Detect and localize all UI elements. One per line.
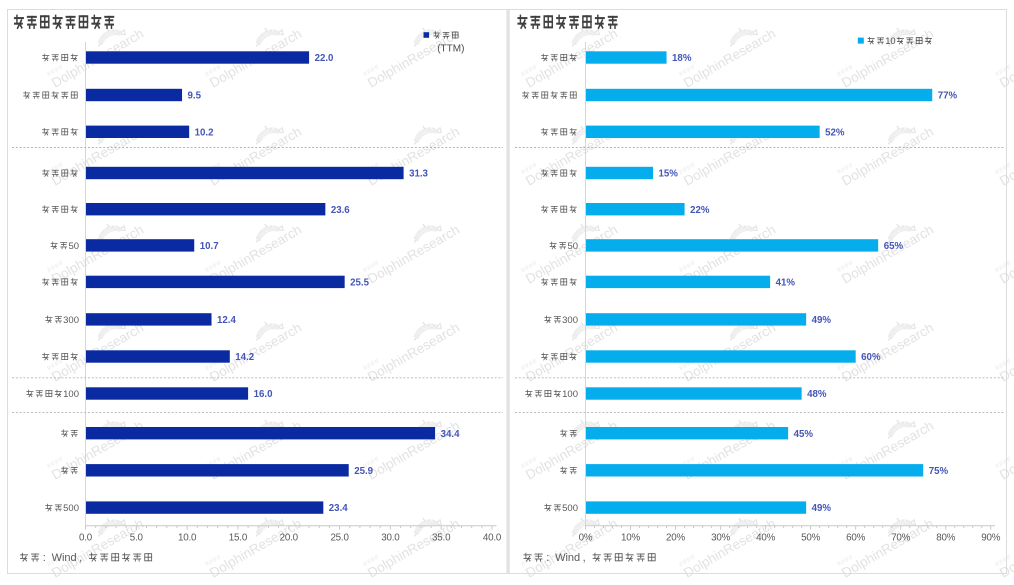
- svg-text:30.0: 30.0: [381, 533, 400, 544]
- svg-text::: :: [546, 552, 549, 564]
- svg-text:80%: 80%: [936, 533, 955, 544]
- svg-text:10: 10: [885, 35, 895, 46]
- svg-text:75%: 75%: [929, 466, 949, 477]
- svg-text:50: 50: [567, 241, 578, 252]
- svg-text:52%: 52%: [825, 127, 845, 138]
- svg-text:40.0: 40.0: [483, 533, 502, 544]
- svg-text:0%: 0%: [579, 533, 593, 544]
- svg-text:50: 50: [68, 241, 79, 252]
- svg-text:22.0: 22.0: [315, 53, 334, 64]
- svg-text:500: 500: [562, 503, 578, 514]
- svg-text:0.0: 0.0: [79, 533, 93, 544]
- svg-text:10.7: 10.7: [200, 241, 219, 252]
- svg-text:90%: 90%: [981, 533, 1000, 544]
- svg-text:25.5: 25.5: [350, 278, 369, 289]
- svg-text:35.0: 35.0: [432, 533, 451, 544]
- svg-text:9.5: 9.5: [188, 91, 202, 102]
- svg-text:23.4: 23.4: [329, 503, 348, 514]
- svg-text:15.0: 15.0: [229, 533, 248, 544]
- svg-text:77%: 77%: [938, 91, 958, 102]
- svg-text:,: ,: [583, 552, 586, 564]
- svg-text:12.4: 12.4: [217, 315, 236, 326]
- svg-text:30%: 30%: [711, 533, 730, 544]
- svg-text:20.0: 20.0: [280, 533, 299, 544]
- svg-text:100: 100: [562, 389, 578, 400]
- svg-text:14.2: 14.2: [235, 352, 254, 363]
- svg-text:65%: 65%: [884, 241, 904, 252]
- svg-text:Wind: Wind: [52, 552, 77, 564]
- svg-text:49%: 49%: [812, 503, 832, 514]
- svg-text:23.6: 23.6: [331, 205, 350, 216]
- svg-text:22%: 22%: [690, 205, 710, 216]
- svg-text:10.0: 10.0: [178, 533, 197, 544]
- svg-text:34.4: 34.4: [441, 429, 460, 440]
- svg-text:Wind: Wind: [555, 552, 580, 564]
- svg-text:300: 300: [63, 315, 79, 326]
- svg-text::: :: [43, 552, 46, 564]
- svg-text:300: 300: [562, 315, 578, 326]
- svg-text:25.0: 25.0: [330, 533, 349, 544]
- svg-text:15%: 15%: [659, 169, 679, 180]
- svg-text:18%: 18%: [672, 53, 692, 64]
- svg-text:45%: 45%: [794, 429, 814, 440]
- svg-text:31.3: 31.3: [409, 169, 428, 180]
- svg-text:100: 100: [63, 389, 79, 400]
- svg-text:10.2: 10.2: [195, 127, 214, 138]
- svg-text:60%: 60%: [846, 533, 865, 544]
- svg-text:41%: 41%: [776, 278, 796, 289]
- svg-text:48%: 48%: [807, 389, 827, 400]
- svg-text:,: ,: [79, 552, 82, 564]
- svg-text:16.0: 16.0: [254, 389, 273, 400]
- svg-text:70%: 70%: [891, 533, 910, 544]
- svg-text:20%: 20%: [666, 533, 685, 544]
- svg-text:25.9: 25.9: [354, 466, 373, 477]
- svg-text:(TTM): (TTM): [437, 44, 464, 55]
- svg-text:40%: 40%: [756, 533, 775, 544]
- svg-text:50%: 50%: [801, 533, 820, 544]
- svg-text:10%: 10%: [621, 533, 640, 544]
- svg-text:500: 500: [63, 503, 79, 514]
- svg-text:5.0: 5.0: [130, 533, 144, 544]
- svg-text:60%: 60%: [861, 352, 881, 363]
- svg-text:49%: 49%: [812, 315, 832, 326]
